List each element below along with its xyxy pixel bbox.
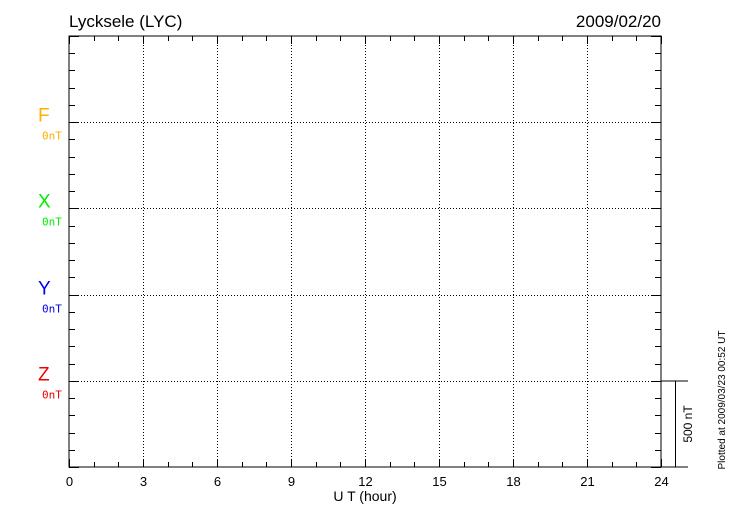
plot-frame bbox=[68, 35, 662, 468]
component-name-f: F bbox=[38, 106, 50, 127]
x-tick-label: 9 bbox=[288, 474, 295, 489]
ticks bbox=[69, 36, 662, 468]
chart-date: 2009/02/20 bbox=[576, 12, 661, 31]
chart-title: Lycksele (LYC) bbox=[69, 12, 182, 31]
x-tick-labels: 0 3 6 9 12 15 18 21 24 bbox=[66, 474, 669, 489]
plotted-footer: Plotted at 2009/03/23 00:52 UT bbox=[717, 331, 728, 470]
component-baseline-label: 0nT bbox=[42, 389, 62, 402]
component-baseline-label: 0nT bbox=[42, 130, 62, 143]
component-baseline-label: 0nT bbox=[42, 303, 62, 316]
component-name-z: Z bbox=[38, 365, 50, 386]
x-tick-label: 0 bbox=[66, 474, 73, 489]
x-tick-label: 3 bbox=[140, 474, 147, 489]
component-baseline-label: 0nT bbox=[42, 216, 62, 229]
component-name-x: X bbox=[38, 192, 51, 213]
x-tick-label: 21 bbox=[580, 474, 594, 489]
x-tick-label: 6 bbox=[214, 474, 221, 489]
grid bbox=[69, 36, 661, 467]
x-tick-label: 18 bbox=[506, 474, 520, 489]
x-tick-label: 12 bbox=[358, 474, 372, 489]
x-tick-label: 15 bbox=[432, 474, 446, 489]
scale-bar-label: 500 nT bbox=[681, 405, 695, 443]
component-labels: F 0nT X 0nT Y 0nT Z 0nT bbox=[38, 106, 62, 402]
x-axis-label: U T (hour) bbox=[333, 488, 396, 504]
component-name-y: Y bbox=[38, 279, 51, 300]
x-tick-label: 24 bbox=[654, 474, 668, 489]
scale-bar: 500 nT bbox=[661, 380, 695, 468]
